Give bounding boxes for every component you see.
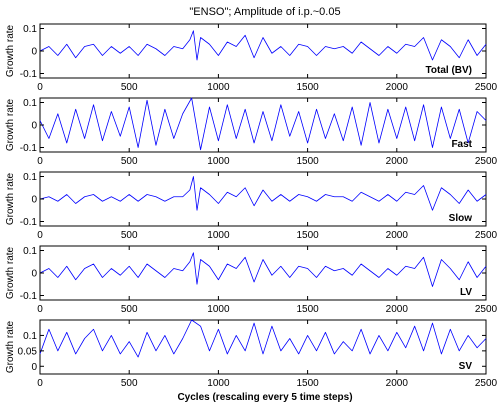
x-tick-label: 1000 [207, 82, 230, 93]
y-tick-label: -0.1 [20, 143, 38, 154]
x-tick-label: 1000 [207, 378, 230, 389]
y-axis-label: Growth rate [5, 320, 16, 373]
panel-label: Slow [449, 213, 473, 224]
x-tick-label: 2500 [475, 82, 498, 93]
y-tick-label: -0.1 [20, 217, 38, 228]
y-axis-label: Growth rate [5, 246, 16, 299]
axes-box [39, 319, 487, 375]
x-tick-label: 2500 [475, 230, 498, 241]
x-tick-label: 1500 [296, 304, 319, 315]
x-axis-label: Cycles (rescaling every 5 time steps) [177, 392, 352, 403]
y-axis-label: Growth rate [5, 24, 16, 77]
x-tick-label: 500 [121, 230, 138, 241]
y-tick-label: 0.1 [23, 24, 37, 35]
figure-title: "ENSO"; Amplitude of i.p.~0.05 [189, 6, 340, 18]
y-axis-label: Growth rate [5, 98, 16, 151]
x-tick-label: 2500 [475, 378, 498, 389]
x-tick-label: 2000 [386, 82, 409, 93]
series-line [39, 30, 487, 61]
y-tick-label: -0.1 [20, 291, 38, 302]
y-tick-label: 0 [31, 121, 37, 132]
x-tick-label: 1000 [207, 304, 230, 315]
y-tick-label: 0.1 [23, 172, 37, 183]
panel-3: 0 500 1000 1500 2000 2500 0.1 0 -0.1 Growth rate L… [5, 245, 498, 315]
x-tick-label: 2000 [386, 304, 409, 315]
x-tick-label: 2500 [475, 156, 498, 167]
panel-4: 0 500 1000 1500 2000 2500 0.1 0.05 0 Growth rate S… [5, 319, 498, 389]
x-tick-label: 0 [37, 378, 43, 389]
panel-0: 0 500 1000 1500 2000 2500 0.1 0 -0.1 Growth rate T… [5, 23, 498, 93]
x-tick-label: 1500 [296, 82, 319, 93]
axes-box [39, 23, 487, 79]
y-tick-label: 0 [31, 362, 37, 373]
y-tick-label: 0.05 [18, 346, 38, 357]
x-tick-label: 1500 [296, 378, 319, 389]
axes-box [39, 171, 487, 227]
series-line [39, 97, 487, 151]
x-tick-label: 500 [121, 304, 138, 315]
x-tick-label: 2500 [475, 304, 498, 315]
y-tick-label: 0 [31, 269, 37, 280]
x-tick-label: 0 [37, 156, 43, 167]
x-tick-label: 0 [37, 82, 43, 93]
panel-1: 0 500 1000 1500 2000 2500 0.1 0 -0.1 Growth rate F… [5, 97, 498, 167]
x-tick-label: 1000 [207, 230, 230, 241]
x-tick-label: 2000 [386, 378, 409, 389]
y-tick-label: 0.1 [23, 331, 37, 342]
x-tick-label: 0 [37, 230, 43, 241]
series-line [39, 176, 487, 211]
x-tick-label: 1500 [296, 230, 319, 241]
series-line [39, 252, 487, 287]
y-tick-label: 0.1 [23, 246, 37, 257]
x-tick-label: 1000 [207, 156, 230, 167]
panel-label: Fast [451, 139, 472, 150]
x-tick-label: 1500 [296, 156, 319, 167]
axes-box [39, 97, 487, 153]
series-line [39, 319, 487, 358]
x-tick-label: 2000 [386, 156, 409, 167]
panel-label: LV [460, 287, 472, 298]
y-axis-label: Growth rate [5, 172, 16, 225]
panel-2: 0 500 1000 1500 2000 2500 0.1 0 -0.1 Growth rate S… [5, 171, 498, 241]
x-tick-label: 2000 [386, 230, 409, 241]
panel-label: Total (BV) [426, 65, 472, 76]
y-tick-label: 0.1 [23, 98, 37, 109]
x-tick-label: 500 [121, 156, 138, 167]
axes-box [39, 245, 487, 301]
panel-label: SV [459, 361, 473, 372]
y-tick-label: -0.1 [20, 69, 38, 80]
y-tick-label: 0 [31, 47, 37, 58]
x-tick-label: 500 [121, 378, 138, 389]
y-tick-label: 0 [31, 195, 37, 206]
x-tick-label: 0 [37, 304, 43, 315]
x-tick-label: 500 [121, 82, 138, 93]
